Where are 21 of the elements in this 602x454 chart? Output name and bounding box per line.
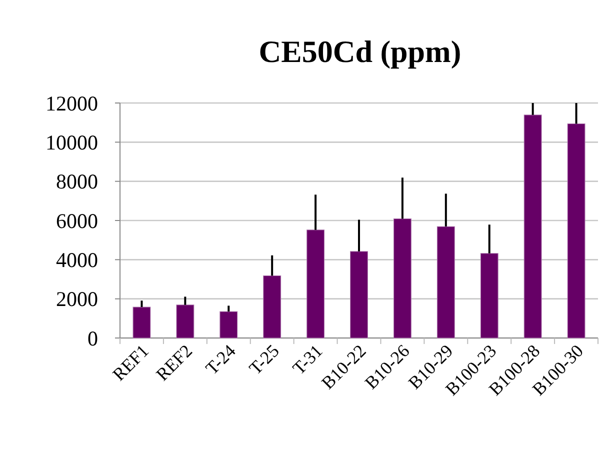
- bar: [176, 304, 194, 338]
- y-tick-label: 12000: [46, 91, 98, 116]
- y-tick-label: 2000: [56, 287, 98, 312]
- y-tick-label: 6000: [56, 208, 98, 233]
- x-tick-label: T-25: [245, 340, 283, 378]
- bar: [350, 251, 368, 338]
- bar: [306, 230, 325, 338]
- bar: [132, 306, 151, 338]
- bar: [524, 114, 542, 338]
- bar: [263, 275, 282, 338]
- y-tick-label: 0: [88, 326, 98, 350]
- y-tick-label: 8000: [56, 170, 98, 194]
- bar: [436, 226, 455, 338]
- bar: [393, 218, 412, 338]
- x-tick-label: T-24: [202, 340, 240, 378]
- y-tick-label: 10000: [46, 130, 98, 155]
- chart-title: CE50Cd (ppm): [258, 34, 462, 69]
- y-tick-label: 4000: [56, 248, 98, 272]
- bar: [480, 253, 498, 338]
- bar: [567, 123, 586, 338]
- bar: [220, 311, 238, 338]
